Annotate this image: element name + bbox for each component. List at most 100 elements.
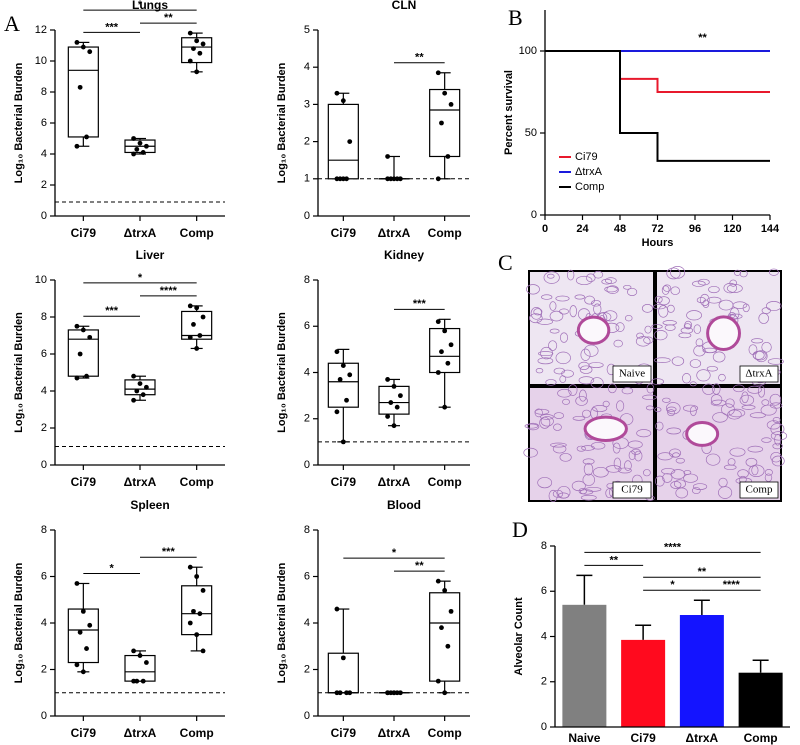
- data-point: [391, 423, 397, 429]
- alveolus: [621, 387, 634, 395]
- data-point: [194, 69, 200, 75]
- box: [124, 654, 156, 682]
- alveolus: [575, 395, 588, 406]
- legend-label: Ci79: [575, 151, 598, 163]
- alveolus: [662, 320, 677, 326]
- data-point: [435, 678, 441, 684]
- alveolus: [636, 332, 644, 339]
- x-tick-label: Naive: [568, 731, 600, 745]
- alveolus: [692, 487, 701, 495]
- y-tick-label: 8: [41, 524, 47, 536]
- micrograph: ΔtrxA: [650, 266, 784, 387]
- alveolus: [623, 284, 632, 290]
- chart-title: CLN: [392, 0, 417, 12]
- alveolus: [580, 494, 597, 501]
- significance-label: **: [698, 566, 707, 578]
- alveolus: [603, 310, 618, 322]
- box: [181, 310, 213, 340]
- micrograph-label: Ci79: [621, 484, 643, 496]
- data-point: [334, 690, 340, 696]
- data-point: [385, 414, 390, 419]
- x-tick-label: 96: [689, 223, 701, 235]
- alveolus: [671, 356, 685, 366]
- alveolus: [664, 324, 676, 331]
- alveolus: [636, 429, 652, 438]
- alveolus: [545, 379, 557, 386]
- data-point: [144, 143, 149, 149]
- alveolus: [764, 473, 773, 482]
- alveolus: [751, 338, 764, 344]
- alveolus: [734, 269, 741, 276]
- data-point: [398, 393, 403, 399]
- alveolus: [582, 473, 595, 486]
- alveolus: [654, 407, 662, 413]
- alveolus: [747, 385, 762, 394]
- alveolus: [745, 457, 758, 467]
- alveolus: [613, 457, 622, 470]
- alveolus: [764, 469, 773, 476]
- data-point: [448, 342, 454, 348]
- data-point: [87, 49, 93, 55]
- alveolus: [723, 282, 738, 294]
- x-tick-label: ΔtrxA: [378, 226, 411, 240]
- box: [429, 327, 461, 374]
- x-tick-label: 120: [723, 223, 741, 235]
- micrograph: Comp: [654, 383, 788, 500]
- micrograph-label-box: [739, 481, 779, 499]
- chart-title: Lungs: [132, 0, 168, 12]
- data-point: [385, 176, 390, 182]
- alveolus: [680, 327, 694, 334]
- alveolus: [767, 358, 784, 365]
- alveolus: [569, 305, 578, 318]
- alveolus: [726, 283, 743, 293]
- alveolus: [667, 409, 676, 417]
- bar: [738, 672, 783, 727]
- significance-label: ***: [105, 305, 119, 317]
- alveolus: [758, 312, 769, 324]
- data-point: [77, 351, 83, 357]
- alveolus: [546, 273, 555, 279]
- airway: [685, 421, 720, 447]
- y-axis-label: Log₁₀ Bacterial Burden: [276, 562, 288, 683]
- data-point: [84, 373, 89, 379]
- data-point: [394, 404, 400, 410]
- x-tick-label: ΔtrxA: [124, 226, 157, 240]
- data-point: [74, 375, 80, 381]
- data-point: [191, 46, 196, 51]
- alveolus: [635, 336, 651, 347]
- x-tick-label: 48: [614, 223, 626, 235]
- alveolus: [526, 284, 540, 295]
- y-tick-label: 12: [35, 24, 47, 36]
- alveolus: [562, 398, 570, 405]
- data-point: [435, 176, 441, 182]
- data-point: [442, 690, 448, 696]
- alveolus: [579, 489, 594, 495]
- data-point: [77, 629, 83, 635]
- data-point: [200, 588, 206, 593]
- data-point: [442, 404, 448, 410]
- alveolus: [710, 399, 727, 407]
- x-tick-label: ΔtrxA: [378, 475, 411, 489]
- chart-title: Kidney: [384, 248, 424, 262]
- data-point: [187, 58, 193, 64]
- y-tick-label: 5: [304, 24, 310, 36]
- data-point: [80, 669, 86, 675]
- panel-letter: C: [498, 250, 513, 275]
- alveolus: [662, 473, 673, 483]
- alveolus: [769, 402, 783, 409]
- data-point: [140, 150, 146, 155]
- alveolus: [548, 489, 558, 502]
- panel-letter: B: [508, 5, 523, 30]
- alveolus: [721, 403, 735, 416]
- alveolus: [559, 308, 569, 315]
- x-tick-label: Comp: [744, 731, 778, 745]
- alveolus: [588, 362, 604, 368]
- significance-label: ***: [105, 21, 119, 33]
- alveolus: [549, 301, 557, 311]
- alveolus: [670, 469, 686, 480]
- data-point: [334, 606, 340, 612]
- data-point: [197, 50, 203, 56]
- data-point: [84, 134, 89, 140]
- alveolus: [529, 313, 543, 324]
